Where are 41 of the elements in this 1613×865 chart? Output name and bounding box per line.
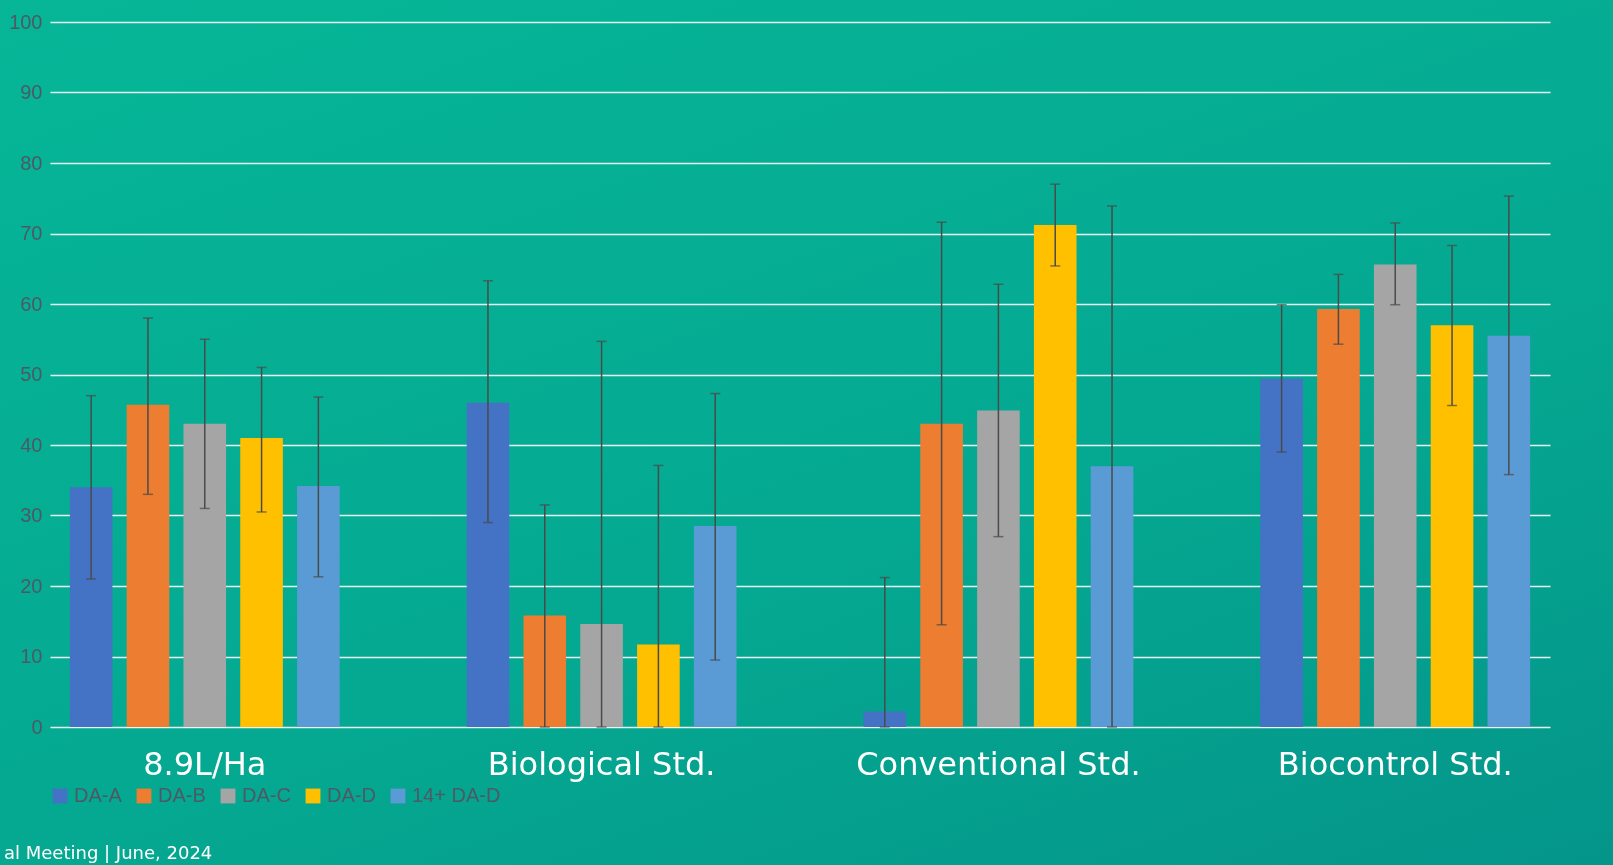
y-tick-label: 80 — [20, 151, 43, 174]
y-tick-label: 0 — [31, 715, 43, 738]
bar — [126, 404, 170, 727]
bar — [523, 615, 567, 727]
y-tick-label: 10 — [20, 645, 43, 667]
x-tick-label: 8.9L/Ha — [143, 744, 267, 783]
bar — [1033, 225, 1077, 727]
x-tick-label: Biocontrol Std. — [1277, 744, 1513, 783]
bar — [69, 487, 113, 727]
y-tick-label: 100 — [9, 10, 43, 33]
y-tick-label: 20 — [20, 574, 43, 597]
bar — [297, 485, 340, 727]
y-tick-label: 70 — [20, 222, 43, 244]
bar — [637, 644, 680, 727]
bar — [1260, 378, 1303, 727]
bar — [1487, 335, 1531, 727]
bar — [863, 711, 907, 727]
y-tick-label: 90 — [20, 81, 43, 103]
bar — [1430, 325, 1474, 727]
x-tick-label: Biological Std. — [487, 744, 716, 783]
y-tick-label: 50 — [20, 363, 43, 385]
y-tick-label: 40 — [20, 433, 43, 456]
y-tick-label: 30 — [20, 504, 43, 526]
text: al Meeting | June, 2024 — [4, 842, 213, 863]
bar — [1317, 308, 1360, 727]
x-tick-label: Conventional Std. — [856, 744, 1141, 783]
bar — [920, 423, 963, 727]
bar — [1373, 264, 1417, 727]
legend-label: DA-A — [74, 784, 123, 806]
bar — [977, 410, 1020, 727]
legend-label: 14+ DA-D — [412, 784, 501, 806]
legend-label: DA-B — [158, 784, 206, 806]
bar — [466, 402, 510, 727]
legend-label: DA-D — [327, 784, 376, 806]
bar — [580, 624, 623, 727]
bar — [240, 437, 283, 727]
y-tick-label: 60 — [20, 292, 43, 315]
bar — [183, 423, 227, 727]
legend-label: DA-C — [242, 784, 291, 806]
bar — [1090, 466, 1134, 727]
bar — [693, 526, 737, 727]
